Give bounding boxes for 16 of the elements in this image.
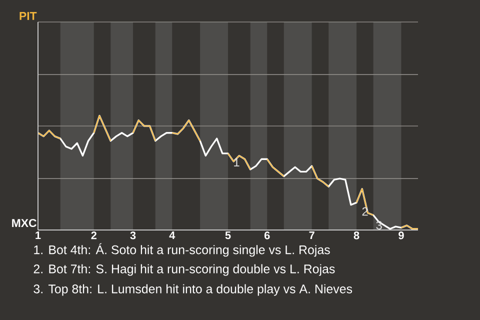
x-tick-label: 2 xyxy=(91,232,96,240)
x-tick-label: 6 xyxy=(264,232,270,240)
text: 1. Bot 4th: Á. Soto hit a run-scoring single vs L. Rojas xyxy=(34,243,330,257)
x-tick-label: 1 xyxy=(36,232,41,240)
annotation: 1 xyxy=(234,158,240,166)
x-tick-label: 7 xyxy=(309,232,314,240)
text: PIT xyxy=(20,12,37,20)
x-tick-label: 4 xyxy=(169,232,176,240)
x-tick-label: 9 xyxy=(398,232,404,240)
annotation: 3 xyxy=(376,221,382,230)
x-tick-label: 3 xyxy=(130,232,136,240)
x-tick-label: 8 xyxy=(354,232,360,240)
text: 2. Bot 7th: S. Hagi hit a run-scoring double vs L. Rojas xyxy=(34,264,335,276)
text: MXC xyxy=(12,218,36,228)
text: 3. Top 8th: L. Lumsden hit into a double play vs A. Nieves xyxy=(34,284,352,296)
x-tick-label: 5 xyxy=(225,232,231,240)
